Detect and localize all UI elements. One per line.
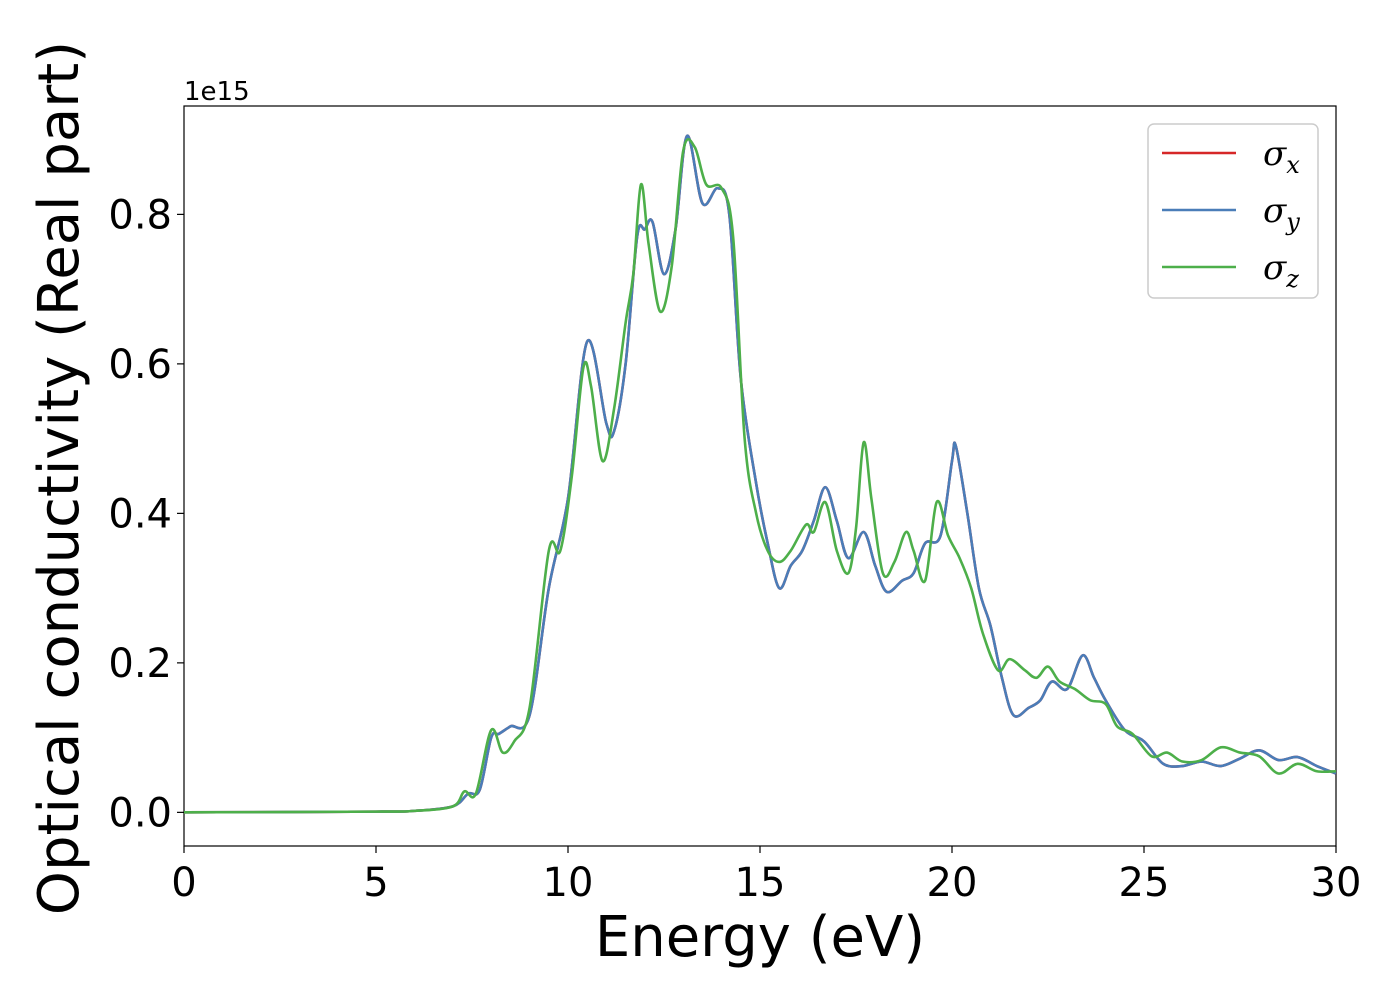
legend-label-x: σx [1263,134,1300,179]
series-line-z [184,138,1336,814]
y-tick-label: 0.0 [108,790,172,836]
y-tick-label: 0.8 [108,192,172,238]
y-tick-label: 0.6 [108,342,172,388]
legend-label-y: σy [1263,191,1300,236]
y-tick-label: 0.4 [108,491,172,537]
ticks-layer: 0 5 10 15 20 25 30 0.0 0.2 0.4 0.6 0.8 [108,192,1361,906]
y-offset-label: 1e15 [184,77,250,107]
x-axis-title: Energy (eV) [595,905,925,970]
plot-frame [183,105,1337,847]
x-tick-label: 10 [543,860,594,906]
x-tick-label: 25 [1119,860,1170,906]
y-tick-label: 0.2 [108,641,172,687]
legend-label-z: σz [1263,248,1299,293]
x-tick-label: 30 [1311,860,1362,906]
x-tick-label: 15 [735,860,786,906]
legend: σx σy σz [1147,123,1319,299]
x-tick-label: 0 [171,860,196,906]
x-tick-label: 20 [927,860,978,906]
series-line-y [184,134,1336,814]
x-tick-label: 5 [363,860,388,906]
series-layer [184,134,1336,814]
y-axis-title: Optical conductivity (Real part) [27,41,92,915]
